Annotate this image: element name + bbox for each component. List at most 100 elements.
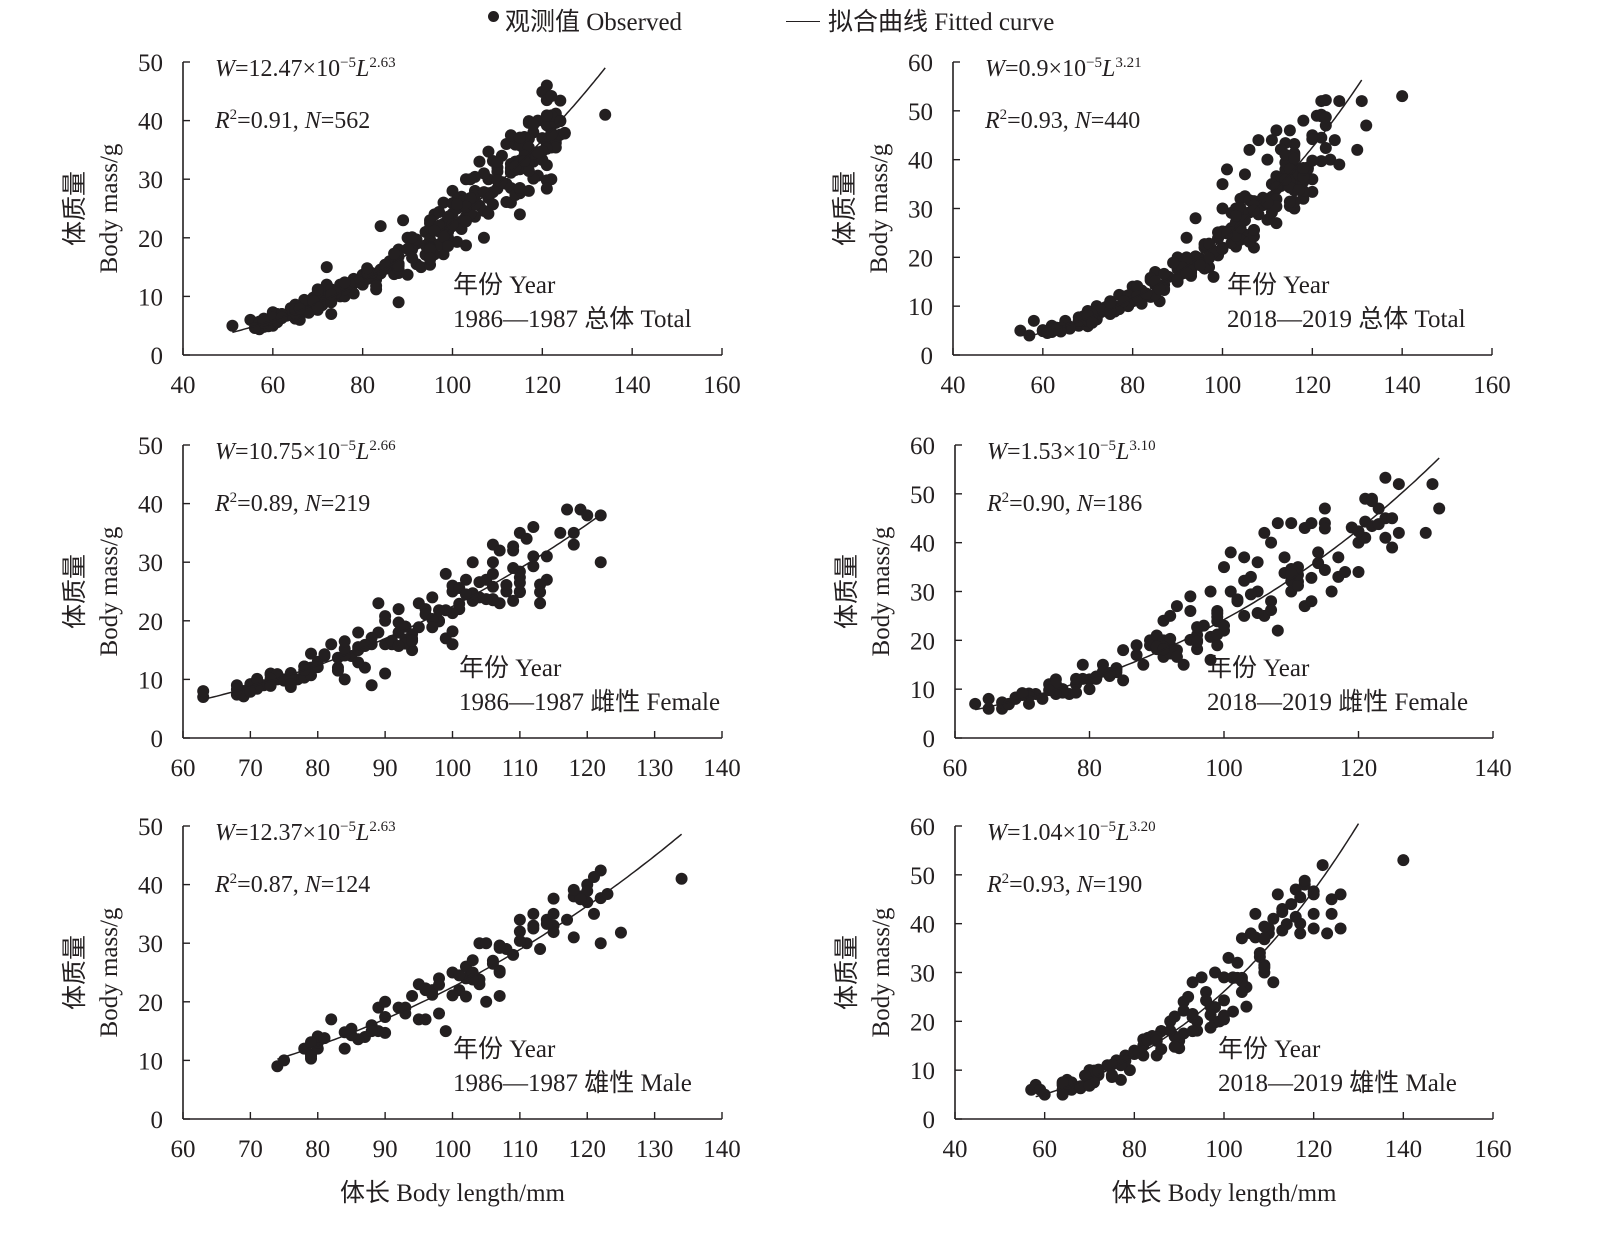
- observed-point: [601, 887, 614, 900]
- observed-point: [1243, 143, 1256, 156]
- observed-point: [1200, 986, 1213, 999]
- observed-point: [352, 626, 365, 639]
- r2-sup: 2: [230, 107, 238, 123]
- panel-p3: 0 10 20 30 40 50 60 70 80 90 100 110 120 130 140 体质量 Bod…: [61, 433, 741, 782]
- observed-point: [513, 925, 526, 938]
- observed-point: [1289, 910, 1302, 923]
- panel-p4: 0 10 20 30 40 50 60 60 80 100 120 140 体质量 Body mass/g…: [833, 433, 1512, 782]
- observed-point: [466, 954, 479, 967]
- observed-point: [446, 218, 459, 231]
- legend-observed-label: 观测值 Observed: [505, 9, 683, 36]
- observed-point: [1249, 907, 1262, 920]
- observed-point: [507, 594, 520, 607]
- panel-p6: 0 10 20 30 40 50 60 40 60 80 100 120 140 160 体质量 Body m…: [833, 814, 1512, 1207]
- observed-point: [1298, 874, 1311, 887]
- observed-point: [1203, 237, 1216, 250]
- y-axis-label-en: Body mass/g: [868, 526, 895, 656]
- observed-point: [1396, 90, 1409, 103]
- observed-point: [1014, 324, 1027, 337]
- observed-point: [1261, 153, 1274, 166]
- observed-point: [1271, 624, 1284, 637]
- observed-point: [392, 296, 405, 309]
- observed-point: [1305, 595, 1318, 608]
- observed-point: [1043, 684, 1056, 697]
- x-tick-label: 140: [1383, 372, 1421, 399]
- observed-point: [1306, 154, 1319, 167]
- observed-point: [433, 206, 446, 219]
- observed-point: [540, 174, 553, 187]
- observed-point: [325, 307, 338, 320]
- x-tick-label: 80: [350, 372, 375, 399]
- y-tick-label: 10: [910, 677, 935, 704]
- x-tick-label: 70: [238, 755, 263, 782]
- equation-power: 3.21: [1115, 55, 1141, 71]
- x-tick-label: 120: [1295, 1136, 1333, 1163]
- observed-point: [1397, 854, 1410, 867]
- observed-point: [1204, 1008, 1217, 1021]
- n-value: =562: [321, 108, 371, 134]
- r2-value: =0.90,: [1009, 491, 1077, 517]
- observed-point: [426, 613, 439, 626]
- equation-power: 2.63: [369, 55, 395, 71]
- y-tick-label: 20: [138, 609, 163, 636]
- annotation-year: 年份 Year: [453, 271, 556, 299]
- y-tick-label: 50: [138, 814, 163, 841]
- observed-point: [534, 597, 547, 610]
- x-tick-label: 100: [1205, 755, 1243, 782]
- observed-point: [379, 258, 392, 271]
- annotation-year: 年份 Year: [1218, 1035, 1321, 1063]
- observed-point: [522, 184, 535, 197]
- y-tick-label: 30: [138, 167, 163, 194]
- observed-point: [197, 685, 210, 698]
- y-tick-label: 30: [138, 550, 163, 577]
- observed-point: [1086, 316, 1099, 329]
- observed-point: [1279, 148, 1292, 161]
- y-tick-label: 10: [908, 294, 933, 321]
- x-axis-label: 体长 Body length/mm: [1111, 1179, 1337, 1207]
- equation-w: W: [985, 56, 1007, 82]
- observed-point: [1238, 574, 1251, 587]
- observed-point: [1433, 502, 1446, 515]
- observed-point: [982, 692, 995, 705]
- legend-observed: 观测值 Observed: [488, 2, 682, 38]
- observed-point: [397, 214, 410, 227]
- observed-point: [500, 196, 513, 209]
- observed-point: [459, 239, 472, 252]
- observed-point: [1345, 521, 1358, 534]
- x-tick-label: 100: [1204, 372, 1242, 399]
- annotation-period: 2018—2019 总体 Total: [1227, 305, 1466, 333]
- n-symbol: N: [304, 108, 323, 134]
- equation-var: L: [355, 56, 369, 82]
- observed-point: [491, 165, 504, 178]
- equation-coef: =10.75×10: [235, 439, 340, 465]
- x-tick-label: 110: [502, 1136, 539, 1163]
- equation-w: W: [215, 439, 237, 465]
- x-axis-label: 体长 Body length/mm: [340, 1179, 566, 1207]
- fit-stats: R2=0.89, N=219: [214, 490, 370, 517]
- fitted-curve: [203, 514, 602, 701]
- observed-point: [318, 648, 331, 661]
- fit-stats: R2=0.90, N=186: [986, 490, 1142, 517]
- observed-point: [450, 198, 463, 211]
- observed-point: [1318, 522, 1331, 535]
- observed-point: [1203, 252, 1216, 265]
- observed-point: [1365, 495, 1378, 508]
- legend-fitted: 拟合曲线 Fitted curve: [786, 2, 1054, 38]
- observed-point: [311, 283, 324, 296]
- x-tick-label: 140: [1385, 1136, 1423, 1163]
- observed-point: [518, 155, 531, 168]
- observed-point: [1306, 173, 1319, 186]
- observed-point: [491, 174, 504, 187]
- x-tick-label: 40: [941, 372, 966, 399]
- observed-point: [1220, 163, 1233, 176]
- observed-point: [1334, 888, 1347, 901]
- observed-point: [1212, 226, 1225, 239]
- observed-point: [305, 1050, 318, 1063]
- observed-point: [1234, 221, 1247, 234]
- observed-point: [574, 893, 587, 906]
- observed-point: [1231, 593, 1244, 606]
- x-tick-label: 120: [569, 755, 607, 782]
- observed-point: [1271, 517, 1284, 530]
- observed-point: [540, 917, 553, 930]
- observed-point: [1184, 590, 1197, 603]
